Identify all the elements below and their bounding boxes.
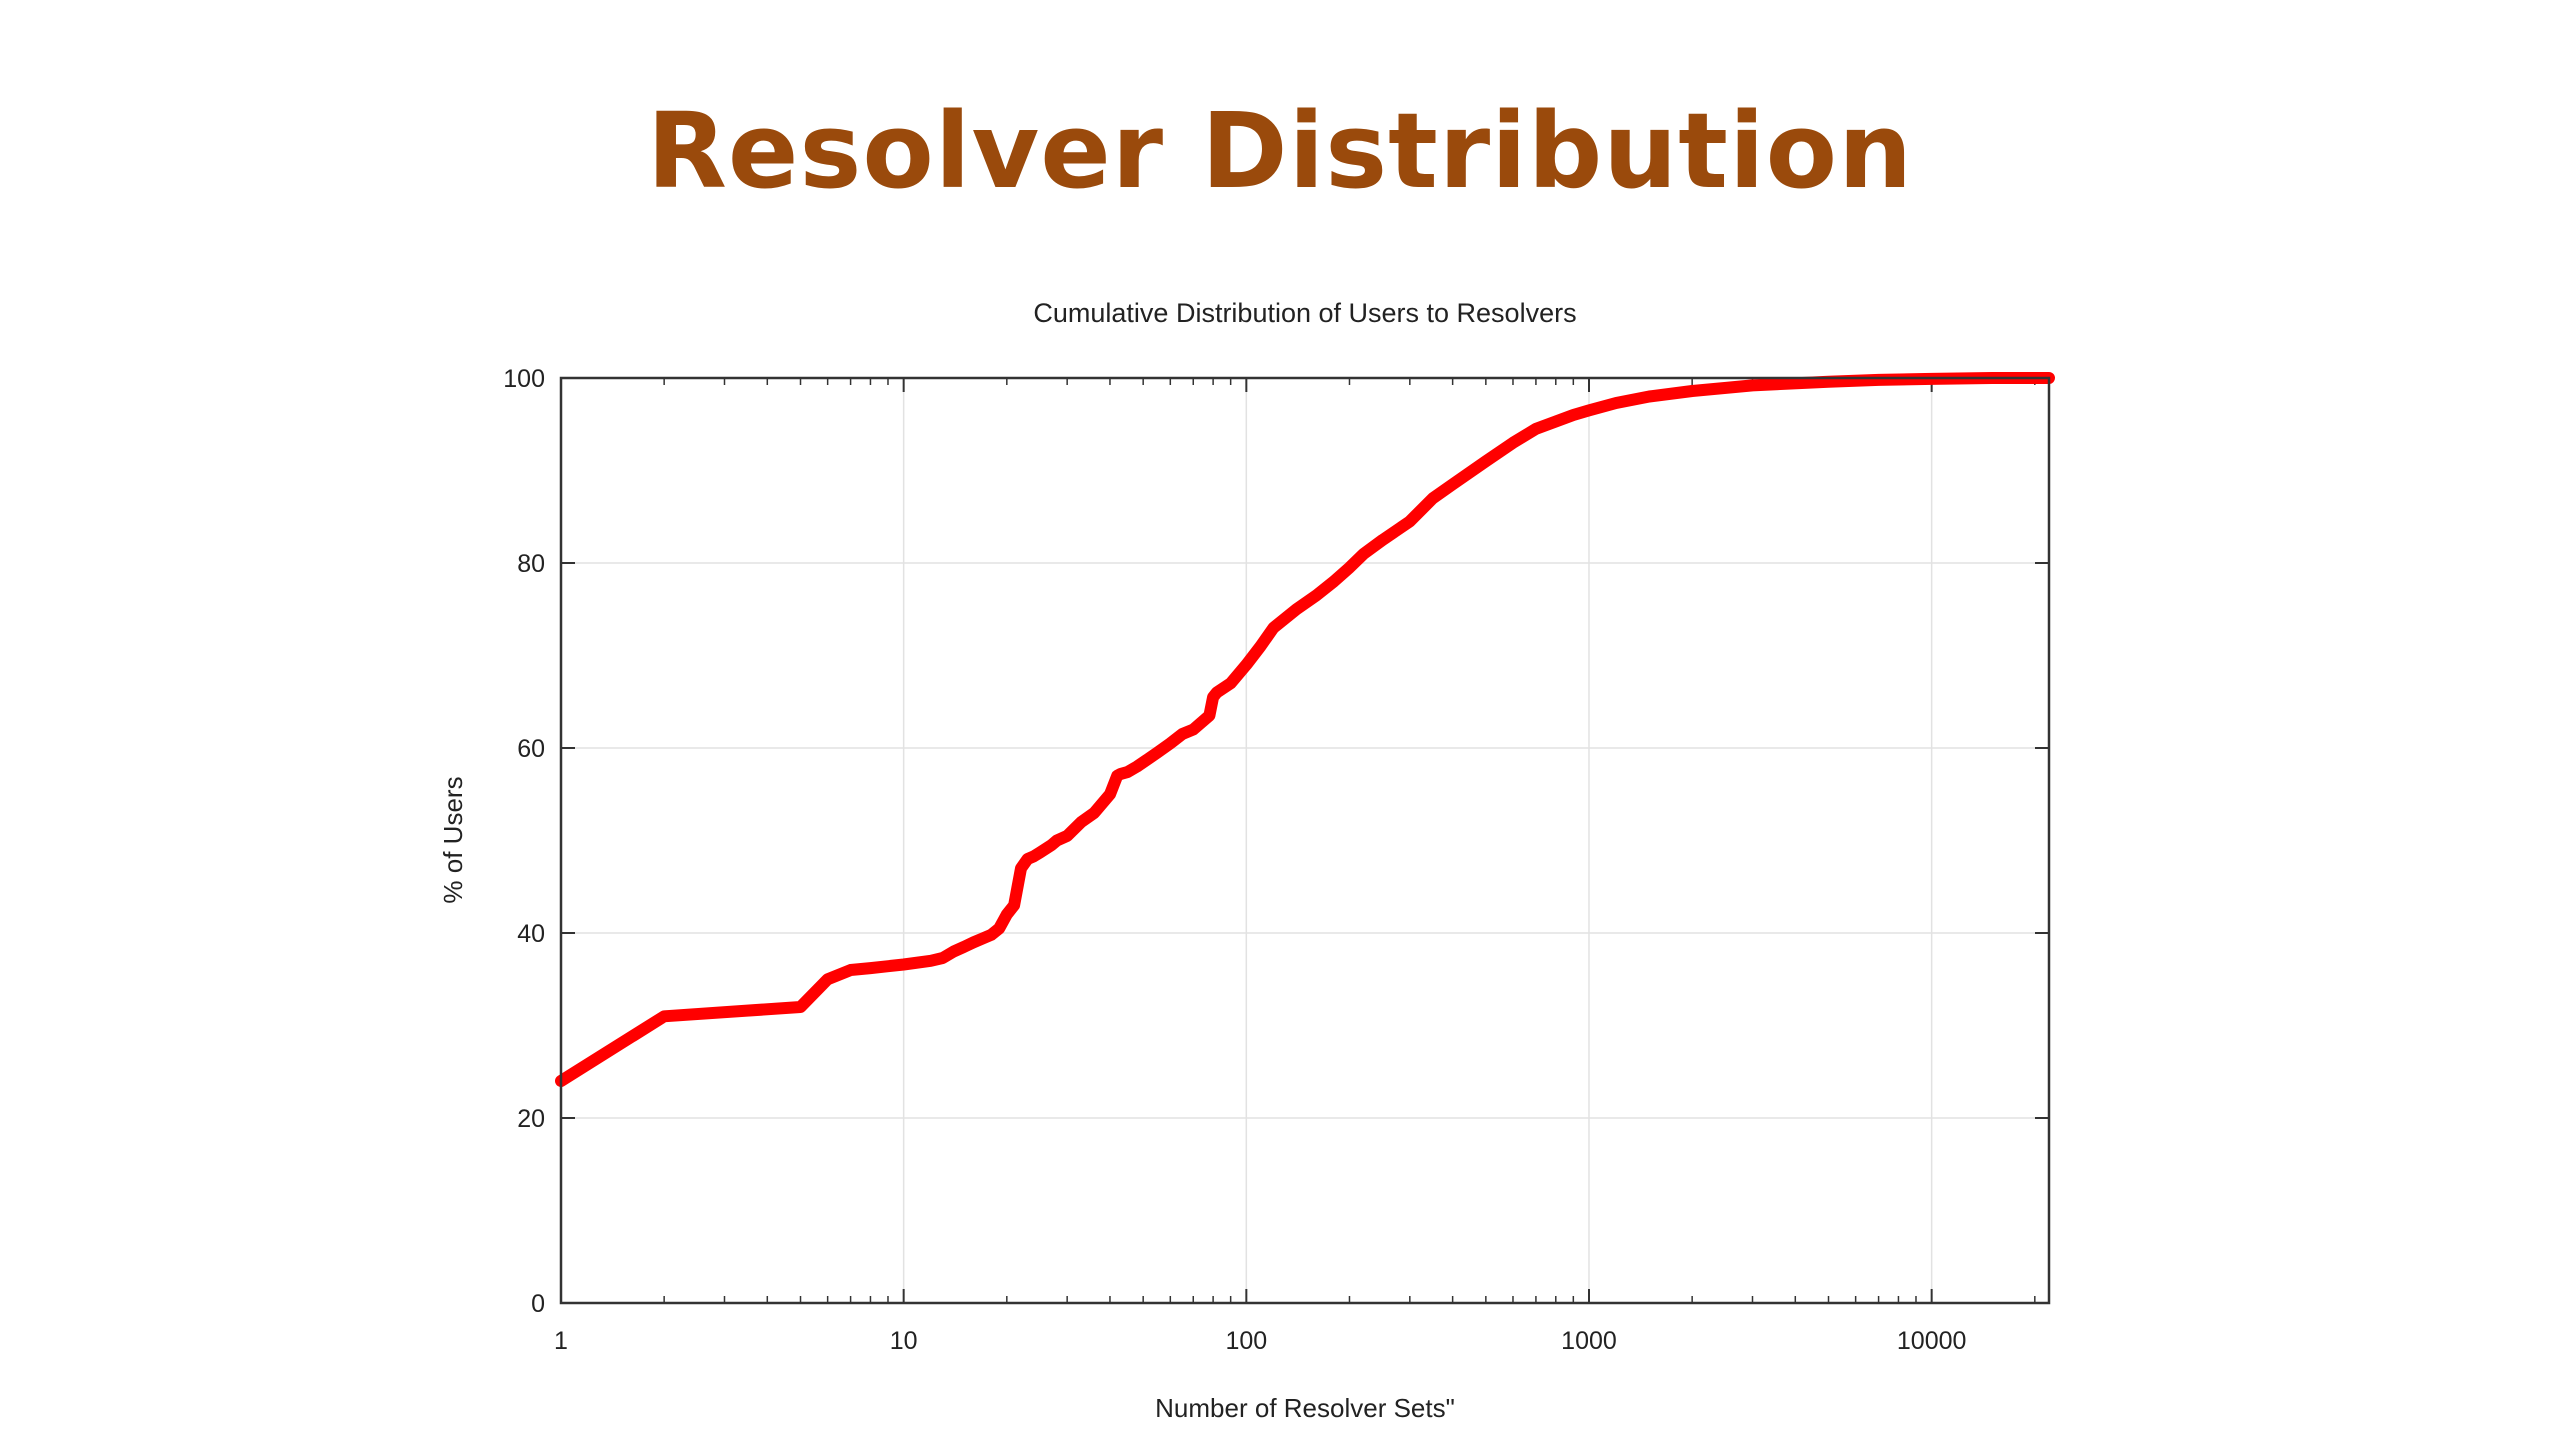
- x-tick-labels: 1 10 100 1000 10000: [554, 1327, 1966, 1355]
- plot-frame: [559, 376, 2051, 1305]
- y-tick-label: 100: [503, 365, 545, 393]
- x-tick-label: 100: [1225, 1327, 1267, 1355]
- grid-lines: [560, 377, 2049, 1304]
- y-tick-label: 60: [517, 735, 545, 763]
- chart-title: Cumulative Distribution of Users to Reso…: [1033, 298, 1576, 328]
- axis-ticks: [560, 377, 2049, 1304]
- x-tick-label: 1: [554, 1327, 568, 1355]
- y-tick-label: 80: [517, 550, 545, 578]
- series-line: [555, 372, 2055, 1087]
- y-tick-labels: 0 20 40 60 80 100: [503, 365, 545, 1318]
- x-axis-label: Number of Resolver Sets": [1155, 1393, 1455, 1423]
- y-tick-label: 40: [517, 920, 545, 948]
- y-tick-label: 0: [531, 1290, 545, 1318]
- y-axis-label: % of Users: [438, 776, 468, 903]
- y-tick-label: 20: [517, 1105, 545, 1133]
- x-tick-label: 10000: [1897, 1327, 1967, 1355]
- x-tick-label: 10: [890, 1327, 918, 1355]
- x-tick-label: 1000: [1561, 1327, 1617, 1355]
- slide-title: Resolver Distribution: [646, 90, 1914, 212]
